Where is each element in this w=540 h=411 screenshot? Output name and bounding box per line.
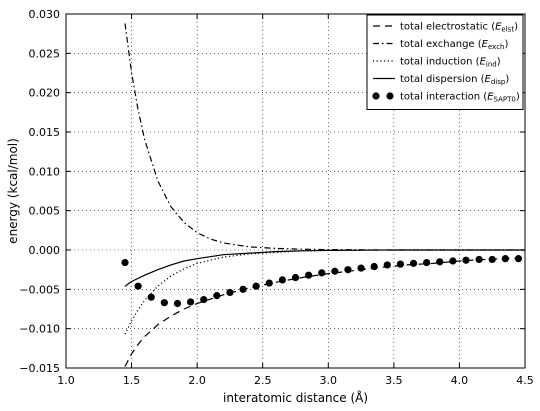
y-tick-label: 0.020	[29, 87, 61, 100]
legend-label: total induction (Eind)	[400, 57, 501, 69]
legend-label: total electrostatic (Eelst)	[400, 22, 518, 34]
x-tick-label: 3.0	[320, 374, 338, 387]
x-tick-label: 2.0	[188, 374, 206, 387]
series-group	[121, 23, 526, 367]
interaction-point	[423, 258, 431, 267]
interaction-point	[436, 258, 444, 266]
y-tick-label: 0.005	[29, 205, 61, 218]
y-axis-title: energy (kcal/mol)	[6, 138, 20, 244]
legend-marker	[372, 92, 380, 100]
interaction-point	[252, 282, 260, 290]
y-tick-label: 0.015	[29, 126, 61, 139]
interaction-point	[213, 292, 221, 300]
x-tick-label: 1.5	[123, 374, 141, 387]
x-tick-label: 3.5	[385, 374, 403, 387]
x-axis-title: interatomic distance (Å)	[223, 390, 368, 405]
series-line-disp	[124, 249, 525, 287]
interaction-point	[147, 293, 155, 301]
interaction-point	[239, 285, 247, 293]
interaction-point	[291, 273, 300, 282]
y-tick-label: −0.015	[19, 362, 60, 375]
interaction-point	[501, 255, 509, 263]
series-line-elst	[124, 257, 526, 367]
interaction-point	[200, 295, 208, 304]
interaction-point	[278, 276, 286, 284]
interaction-point	[475, 255, 483, 264]
y-tick-label: −0.010	[19, 323, 60, 336]
legend-marker	[386, 92, 394, 100]
x-tick-label: 2.5	[254, 374, 272, 387]
x-tick-label: 4.0	[451, 374, 469, 387]
ticks: 1.0 1.5 2.0 2.5 3.0 3.5 4.0 4.5 −0.015 −0.010 −0.0…	[19, 8, 533, 387]
y-tick-label: 0.010	[29, 165, 61, 178]
interaction-point	[305, 271, 313, 279]
interaction-point	[121, 258, 129, 267]
y-tick-label: 0.025	[29, 47, 61, 60]
interaction-point	[488, 255, 496, 264]
interaction-point	[331, 267, 339, 275]
series-line-ind	[124, 249, 525, 335]
interaction-point	[160, 299, 168, 307]
interaction-point	[134, 282, 142, 290]
legend-box	[366, 14, 524, 110]
interaction-point	[357, 264, 365, 272]
interaction-point	[370, 262, 378, 271]
interaction-point	[186, 298, 195, 306]
grid	[66, 14, 525, 368]
interaction-point	[344, 266, 352, 274]
y-tick-label: 0.030	[29, 8, 61, 21]
interaction-point	[396, 260, 405, 268]
interaction-point	[514, 255, 523, 263]
legend-label: total dispersion (Edisp)	[400, 74, 509, 86]
interaction-point	[265, 279, 273, 287]
interaction-point	[318, 269, 326, 277]
interaction-point	[226, 288, 234, 297]
x-tick-label: 4.5	[516, 374, 534, 387]
y-tick-label: 0.000	[29, 244, 61, 257]
y-tick-label: −0.005	[19, 283, 60, 296]
interaction-point	[383, 261, 391, 269]
legend-label: total exchange (Eexch)	[400, 39, 508, 51]
interaction-point	[462, 256, 470, 264]
plot-frame	[65, 13, 526, 369]
interaction-point	[409, 259, 418, 267]
interaction-point	[449, 257, 457, 265]
x-tick-label: 1.0	[57, 374, 75, 387]
legend-label: total interaction (ESAPT0)	[400, 92, 520, 104]
interaction-point	[173, 299, 182, 308]
legend: total electrostatic (Eelst) total exchang…	[366, 14, 524, 110]
